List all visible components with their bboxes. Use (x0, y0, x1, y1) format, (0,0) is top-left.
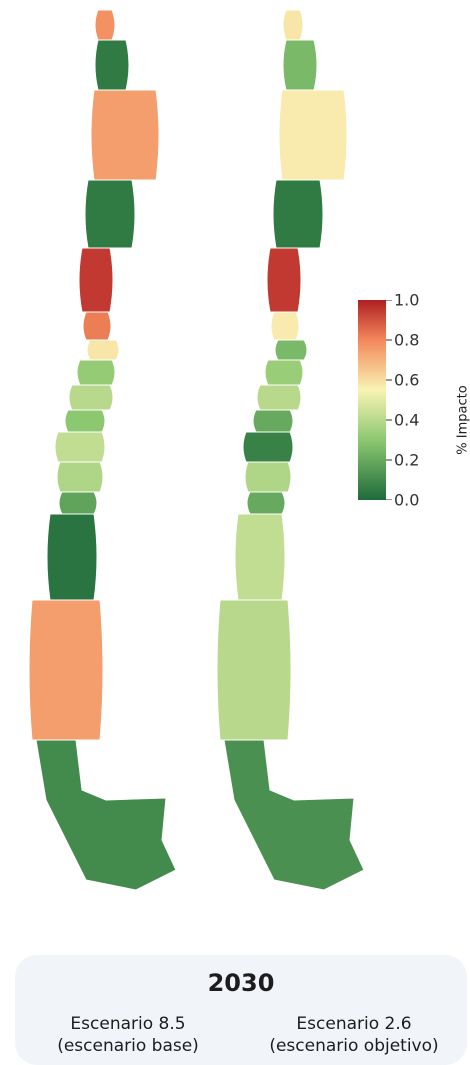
region-metropolitana (87, 340, 119, 360)
map-scenario-26 (217, 10, 364, 890)
region--uble (253, 410, 293, 432)
colorbar-tick-label: 0.4 (394, 411, 419, 430)
region-los-lagos (235, 514, 285, 600)
colorbar-tick-label: 0.6 (394, 371, 419, 390)
region--uble (65, 410, 105, 432)
region-arica-y-parinacota (283, 10, 303, 40)
colorbar-tick-label: 1.0 (394, 291, 419, 310)
region-biob-o (55, 432, 105, 462)
region-antofagasta (279, 90, 347, 180)
region-los-lagos (47, 514, 97, 600)
scenario-right-note: (escenario objetivo) (241, 1035, 467, 1057)
region-o-higgins (77, 360, 115, 385)
region-valpara-so (83, 312, 111, 340)
region-ays-n (217, 600, 291, 740)
scenario-left-name: Escenario 8.5 (15, 1013, 241, 1035)
scenario-label-right: Escenario 2.6 (escenario objetivo) (241, 1013, 467, 1057)
region-antofagasta (91, 90, 159, 180)
region-ays-n (29, 600, 103, 740)
colorbar-title: % Impacto (456, 385, 470, 454)
scenario-panel: 2030 Escenario 8.5 (escenario base) Esce… (15, 955, 467, 1065)
scenario-label-left: Escenario 8.5 (escenario base) (15, 1013, 241, 1057)
colorbar-tick-label: 0.0 (394, 491, 419, 510)
region-araucan-a (245, 462, 291, 492)
panel-year: 2030 (15, 969, 467, 997)
colorbar (358, 300, 398, 500)
region-o-higgins (265, 360, 303, 385)
region-tarapac- (283, 40, 317, 90)
region-araucan-a (57, 462, 103, 492)
region-valpara-so (271, 312, 299, 340)
colorbar-tick-label: 0.8 (394, 331, 419, 350)
scenario-right-name: Escenario 2.6 (241, 1013, 467, 1035)
region-coquimbo (79, 248, 113, 312)
region-magallanes (224, 740, 364, 890)
scenario-left-note: (escenario base) (15, 1035, 241, 1057)
region-maule (257, 385, 301, 410)
region-los-r-os (59, 492, 97, 514)
region-maule (69, 385, 113, 410)
region-magallanes (36, 740, 176, 890)
colorbar-gradient (358, 300, 386, 500)
region-arica-y-parinacota (95, 10, 115, 40)
region-biob-o (243, 432, 293, 462)
region-atacama (85, 180, 135, 248)
region-metropolitana (275, 340, 307, 360)
map-scenario-85 (29, 10, 176, 890)
chile-maps (0, 0, 470, 950)
region-coquimbo (267, 248, 301, 312)
region-los-r-os (247, 492, 285, 514)
region-atacama (273, 180, 323, 248)
region-tarapac- (95, 40, 129, 90)
colorbar-tick-label: 0.2 (394, 451, 419, 470)
